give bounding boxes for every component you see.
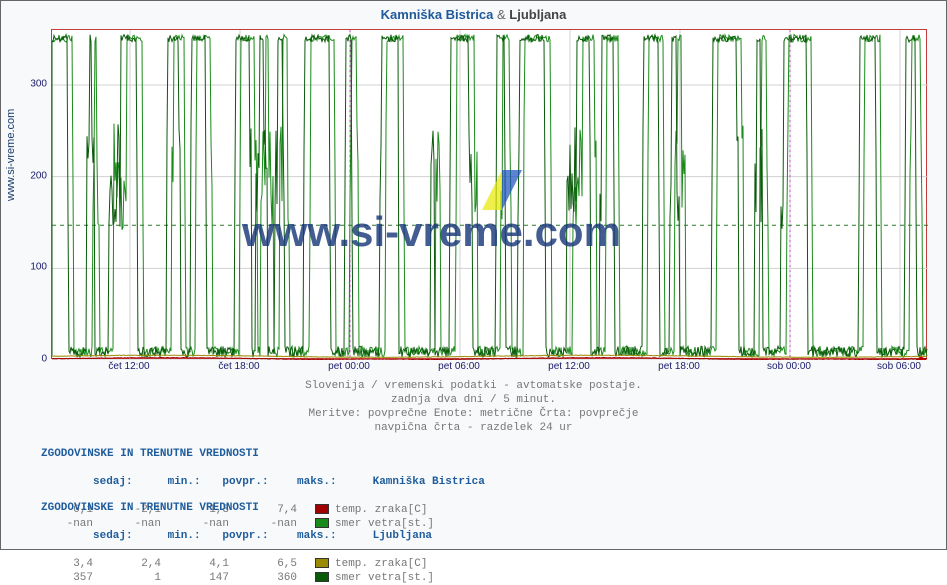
- caption-l2: zadnja dva dni / 5 minut.: [1, 393, 946, 407]
- y-axis-label: www.si-vreme.com: [5, 109, 17, 201]
- plot-area: www.si-vreme.com: [51, 29, 927, 359]
- watermark-text: www.si-vreme.com: [242, 208, 621, 256]
- stats-header-2: ZGODOVINSKE IN TRENUTNE VREDNOSTI: [41, 501, 434, 515]
- stats-row: 3571147360smer vetra[st.]: [41, 571, 434, 585]
- series-swatch-icon: [315, 572, 329, 582]
- x-tick-label: sob 00:00: [759, 361, 819, 372]
- loc2-name: Ljubljana: [373, 530, 432, 542]
- col-maks: maks.:: [269, 475, 337, 489]
- stats-cols-1: sedaj:min.:povpr.:maks.: Kamniška Bistric…: [41, 461, 485, 503]
- col-povpr: povpr.:: [201, 529, 269, 543]
- caption-l3: Meritve: povprečne Enote: metrične Črta:…: [1, 407, 946, 421]
- metric-label: smer vetra[st.]: [335, 571, 434, 585]
- col-min: min.:: [133, 475, 201, 489]
- title-loc2: Ljubljana: [509, 7, 566, 22]
- stats-block-2: ZGODOVINSKE IN TRENUTNE VREDNOSTI sedaj:…: [41, 501, 434, 585]
- title-loc1: Kamniška Bistrica: [381, 7, 494, 22]
- x-tick-label: pet 18:00: [649, 361, 709, 372]
- y-tick-label: 100: [23, 262, 47, 273]
- x-tick-label: pet 00:00: [319, 361, 379, 372]
- metric-label: temp. zraka[C]: [335, 557, 427, 571]
- col-povpr: povpr.:: [201, 475, 269, 489]
- title-sep: &: [497, 7, 506, 22]
- col-sedaj: sedaj:: [81, 529, 133, 543]
- chart-container: www.si-vreme.com Kamniška Bistrica & Lju…: [0, 0, 947, 550]
- y-tick-label: 0: [23, 354, 47, 365]
- col-min: min.:: [133, 529, 201, 543]
- caption-l4: navpična črta - razdelek 24 ur: [1, 421, 946, 435]
- x-tick-label: pet 06:00: [429, 361, 489, 372]
- x-tick-label: sob 06:00: [869, 361, 929, 372]
- caption-l1: Slovenija / vremenski podatki - avtomats…: [1, 379, 946, 393]
- y-tick-label: 200: [23, 170, 47, 181]
- stats-row: 3,42,44,16,5temp. zraka[C]: [41, 557, 434, 571]
- col-sedaj: sedaj:: [81, 475, 133, 489]
- col-maks: maks.:: [269, 529, 337, 543]
- chart-title: Kamniška Bistrica & Ljubljana: [1, 7, 946, 22]
- loc1-name: Kamniška Bistrica: [373, 476, 485, 488]
- x-tick-label: čet 12:00: [99, 361, 159, 372]
- watermark-logo-icon: [482, 170, 522, 210]
- stats-header-1: ZGODOVINSKE IN TRENUTNE VREDNOSTI: [41, 447, 485, 461]
- x-tick-label: čet 18:00: [209, 361, 269, 372]
- stats-cols-2: sedaj:min.:povpr.:maks.: Ljubljana: [41, 515, 434, 557]
- series-swatch-icon: [315, 558, 329, 568]
- x-tick-label: pet 12:00: [539, 361, 599, 372]
- caption: Slovenija / vremenski podatki - avtomats…: [1, 379, 946, 435]
- y-tick-label: 300: [23, 79, 47, 90]
